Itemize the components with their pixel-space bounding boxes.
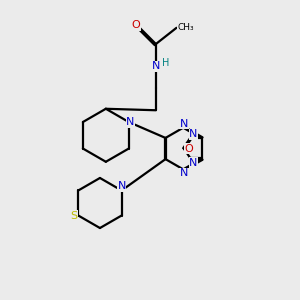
Text: S: S <box>70 211 77 220</box>
Text: O: O <box>185 143 194 154</box>
Text: CH₃: CH₃ <box>177 23 194 32</box>
Text: N: N <box>126 117 134 127</box>
Text: O: O <box>132 20 140 30</box>
Text: N: N <box>117 182 126 191</box>
Text: H: H <box>162 58 169 68</box>
Text: N: N <box>180 119 188 129</box>
Text: N: N <box>189 158 198 168</box>
Text: N: N <box>180 168 188 178</box>
Text: N: N <box>152 61 160 71</box>
Text: N: N <box>189 129 198 139</box>
